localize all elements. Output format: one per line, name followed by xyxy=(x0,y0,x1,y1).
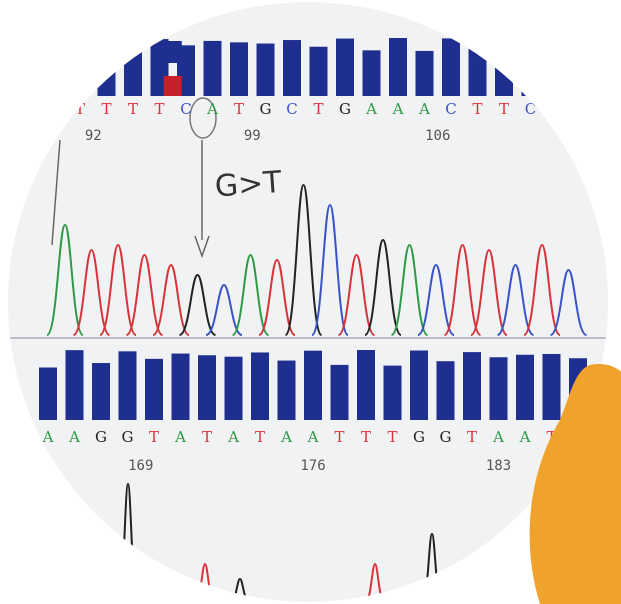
base-letter: G xyxy=(122,428,134,446)
base-letter: T xyxy=(234,100,244,118)
base-letter: A xyxy=(42,428,54,446)
base-letter: T xyxy=(334,428,344,446)
base-letter: A xyxy=(519,428,531,446)
quality-bar xyxy=(442,38,460,96)
base-letter: A xyxy=(365,100,377,118)
quality-bar xyxy=(310,47,328,96)
base-letter: C xyxy=(445,100,456,118)
quality-bar xyxy=(410,350,428,420)
base-letter: C xyxy=(180,100,191,118)
position-label: 183 xyxy=(486,458,511,474)
position-label: 92 xyxy=(85,128,102,144)
quality-bar xyxy=(198,355,216,420)
quality-bar xyxy=(389,38,407,96)
base-letter: G xyxy=(95,428,107,446)
position-label: 176 xyxy=(300,458,325,474)
base-letter: T xyxy=(128,100,138,118)
quality-bar xyxy=(283,40,301,96)
quality-bar xyxy=(463,352,481,420)
base-letter: A xyxy=(307,428,319,446)
quality-bar xyxy=(490,357,508,420)
base-letter: G xyxy=(440,428,452,446)
quality-bar xyxy=(437,361,455,420)
base-letter: C xyxy=(286,100,297,118)
quality-bar xyxy=(71,53,89,97)
base-letter: T xyxy=(149,428,159,446)
mutation-bar xyxy=(164,76,182,96)
base-letter: A xyxy=(174,428,186,446)
base-letter: G xyxy=(413,428,425,446)
annotation: G>T xyxy=(214,165,284,205)
base-letter: A xyxy=(492,428,504,446)
position-label: 106 xyxy=(425,128,450,144)
quality-bar xyxy=(204,41,222,96)
base-letter: G xyxy=(339,100,351,118)
quality-bar xyxy=(119,351,137,420)
quality-bar xyxy=(66,350,84,420)
base-letter: T xyxy=(499,100,509,118)
position-label: 169 xyxy=(128,458,153,474)
quality-bar xyxy=(304,351,322,420)
base-letter: T xyxy=(472,100,482,118)
photo: G>T TTTTCATGCTGAAACTTC9299106AAGGTATATAA… xyxy=(0,0,621,604)
quality-bar xyxy=(172,354,190,420)
quality-bar xyxy=(278,361,296,420)
base-letter: T xyxy=(467,428,477,446)
quality-bar xyxy=(357,350,375,420)
base-letter: T xyxy=(101,100,111,118)
base-letter: T xyxy=(361,428,371,446)
quality-bar xyxy=(336,39,354,96)
quality-bar xyxy=(516,355,534,420)
quality-bar xyxy=(495,40,513,96)
base-letter: A xyxy=(206,100,218,118)
base-letter: A xyxy=(392,100,404,118)
quality-bar xyxy=(92,363,110,420)
quality-bar xyxy=(522,44,540,96)
quality-bar xyxy=(145,359,163,420)
base-letter: T xyxy=(75,100,85,118)
quality-bar xyxy=(39,368,57,421)
quality-bar xyxy=(225,357,243,420)
quality-bar xyxy=(363,50,381,96)
base-letter: T xyxy=(255,428,265,446)
quality-bar xyxy=(124,49,142,96)
base-letter: A xyxy=(418,100,430,118)
base-letter: A xyxy=(227,428,239,446)
quality-bar-red xyxy=(164,41,182,63)
quality-bar xyxy=(331,365,349,420)
quality-bar xyxy=(384,366,402,420)
base-letter: C xyxy=(525,100,536,118)
quality-bar xyxy=(257,44,275,96)
position-label: 99 xyxy=(244,128,261,144)
quality-bar xyxy=(469,47,487,96)
quality-bar xyxy=(98,38,116,96)
base-letter: T xyxy=(387,428,397,446)
quality-bar xyxy=(251,352,269,420)
base-letter: G xyxy=(260,100,272,118)
base-letter: T xyxy=(202,428,212,446)
base-letter: T xyxy=(154,100,164,118)
chromatogram-photo: G>T TTTTCATGCTGAAACTTC9299106AAGGTATATAA… xyxy=(0,0,621,604)
quality-bar xyxy=(230,42,248,96)
base-letter: A xyxy=(280,428,292,446)
base-letter: A xyxy=(68,428,80,446)
quality-bar xyxy=(416,51,434,96)
quality-bar xyxy=(543,354,561,420)
base-letter: T xyxy=(313,100,323,118)
